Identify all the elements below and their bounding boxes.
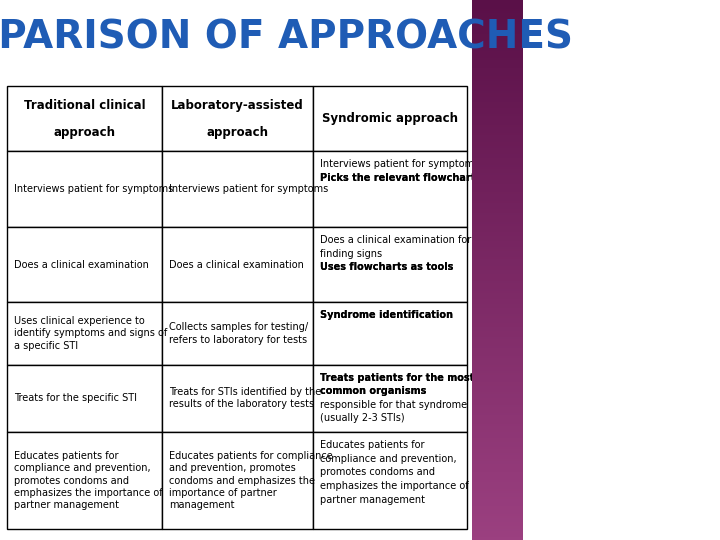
Bar (7, 86, 162, 151)
Text: approach: approach (207, 126, 269, 139)
Text: COMPARISON OF APPROACHES: COMPARISON OF APPROACHES (0, 19, 573, 57)
Text: (usually 2-3 STIs): (usually 2-3 STIs) (320, 414, 405, 423)
Text: partner management: partner management (320, 495, 426, 504)
Text: compliance and prevention,: compliance and prevention, (320, 454, 457, 464)
Text: finding signs: finding signs (320, 248, 382, 259)
Text: Interviews patient for symptoms: Interviews patient for symptoms (14, 184, 174, 194)
Bar (313, 151, 467, 227)
Text: Collects samples for testing/
refers to laboratory for tests: Collects samples for testing/ refers to … (169, 322, 308, 345)
Text: Treats for STIs identified by the
results of the laboratory tests: Treats for STIs identified by the result… (169, 387, 321, 409)
Text: Uses flowcharts as tools: Uses flowcharts as tools (320, 262, 454, 272)
Text: approach: approach (53, 126, 116, 139)
Text: Uses flowcharts as tools: Uses flowcharts as tools (320, 262, 454, 272)
Text: Treats patients for the most: Treats patients for the most (320, 373, 474, 383)
Text: Picks the relevant flowchart: Picks the relevant flowchart (320, 173, 476, 183)
Bar (313, 227, 467, 302)
Text: Educates patients for compliance
and prevention, promotes
condoms and emphasizes: Educates patients for compliance and pre… (169, 451, 333, 510)
Bar (162, 302, 313, 364)
Bar (7, 364, 162, 432)
Text: Does a clinical examination for: Does a clinical examination for (320, 235, 472, 245)
Text: Interviews patient for symptoms: Interviews patient for symptoms (320, 159, 480, 170)
Bar (313, 364, 467, 432)
Text: Uses clinical experience to
identify symptoms and signs of
a specific STI: Uses clinical experience to identify sym… (14, 316, 168, 351)
Text: responsible for that syndrome: responsible for that syndrome (320, 400, 467, 410)
Bar (162, 432, 313, 529)
Text: Syndromic approach: Syndromic approach (322, 112, 458, 125)
Text: Educates patients for
compliance and prevention,
promotes condoms and
emphasizes: Educates patients for compliance and pre… (14, 451, 163, 510)
Text: Picks the relevant flowchart: Picks the relevant flowchart (320, 173, 476, 183)
Bar (7, 227, 162, 302)
Bar (313, 432, 467, 529)
Text: Syndrome identification: Syndrome identification (320, 310, 454, 321)
Text: common organisms: common organisms (320, 386, 427, 396)
Text: Treats for the specific STI: Treats for the specific STI (14, 393, 138, 403)
Bar (313, 86, 467, 151)
Text: Educates patients for: Educates patients for (320, 440, 425, 450)
Text: Syndrome identification: Syndrome identification (320, 310, 454, 321)
Text: common organisms: common organisms (320, 386, 427, 396)
Text: Laboratory-assisted: Laboratory-assisted (171, 99, 304, 112)
Text: emphasizes the importance of: emphasizes the importance of (320, 481, 469, 491)
Bar (7, 302, 162, 364)
Text: Traditional clinical: Traditional clinical (24, 99, 145, 112)
Text: Does a clinical examination: Does a clinical examination (14, 260, 149, 269)
Bar (162, 151, 313, 227)
Bar (162, 86, 313, 151)
Bar (162, 364, 313, 432)
Text: promotes condoms and: promotes condoms and (320, 467, 436, 477)
Text: Does a clinical examination: Does a clinical examination (169, 260, 304, 269)
Bar (313, 302, 467, 364)
Bar (7, 432, 162, 529)
Text: Treats patients for the most: Treats patients for the most (320, 373, 474, 383)
Bar (162, 227, 313, 302)
Text: Interviews patient for symptoms: Interviews patient for symptoms (169, 184, 328, 194)
Bar (7, 151, 162, 227)
